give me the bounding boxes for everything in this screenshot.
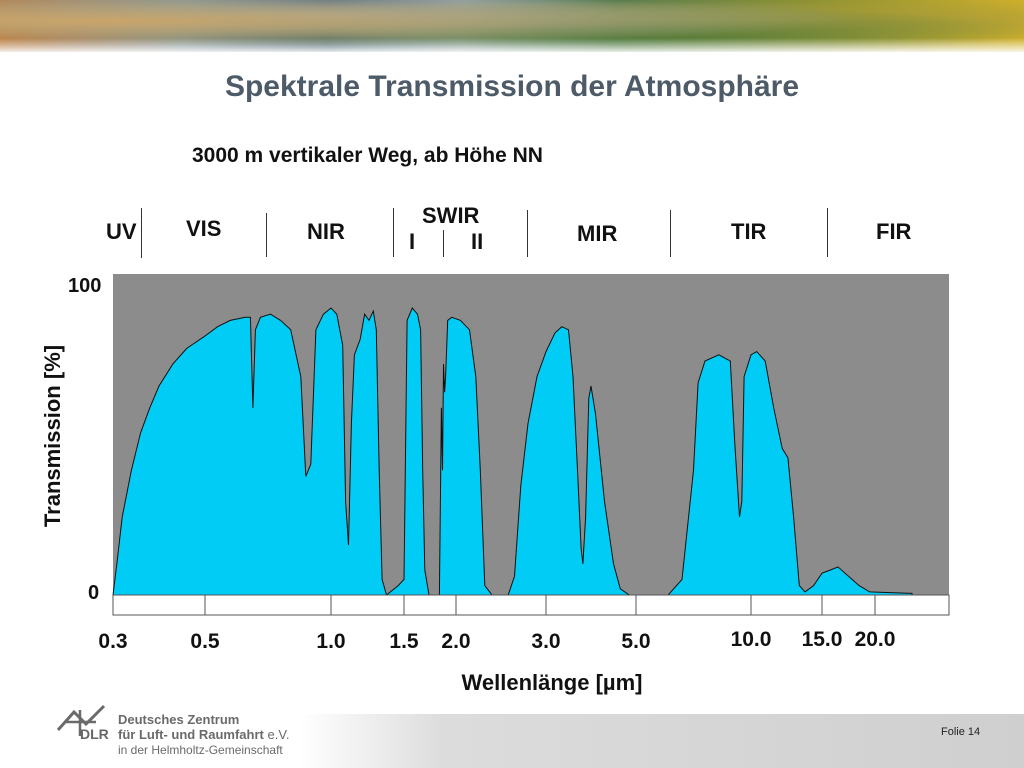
x-tick-lines [204, 595, 876, 615]
x-tick-label: 20.0 [854, 628, 896, 651]
slide-title: Spektrale Transmission der Atmosphäre [224, 70, 800, 103]
x-tick-label: 0.5 [190, 630, 220, 653]
x-tick-label: 2.0 [441, 630, 471, 653]
band-separator [266, 213, 267, 257]
band-label-swir-i: I [409, 229, 416, 254]
x-tick-label: 3.0 [531, 630, 561, 653]
org-name-line1: Deutsches Zentrum [118, 712, 240, 727]
x-tick-label: 10.0 [730, 628, 772, 651]
footer-bar [300, 714, 1024, 768]
org-name-line2: für Luft- und Raumfahrt e.V. [118, 727, 289, 742]
x-tick-label: 5.0 [621, 630, 651, 653]
band-label-nir: NIR [307, 219, 345, 244]
band-separator [670, 210, 671, 257]
band-label-tir: TIR [731, 219, 767, 244]
y-tick-label-0: 0 [88, 582, 100, 604]
dlr-logo-word: DLR [80, 726, 109, 742]
y-axis-label: Transmission [%] [40, 344, 65, 528]
band-label-swir-ii: II [471, 229, 484, 254]
dlr-logo-icon [56, 704, 106, 736]
band-label-uv: UV [106, 219, 137, 244]
band-label-swir: SWIR [422, 203, 480, 228]
transmission-area [112, 307, 913, 596]
band-label-vis: VIS [186, 216, 222, 241]
band-label-mir: MIR [577, 221, 618, 246]
band-separator [527, 210, 528, 257]
header-banner-fade [0, 38, 1024, 54]
org-name-line3: in der Helmholtz-Gemeinschaft [118, 743, 283, 757]
org-name-line2-text: für Luft- und Raumfahrt [118, 727, 264, 742]
x-axis-band [112, 594, 950, 616]
y-tick-label-100: 100 [68, 275, 102, 297]
band-separator [827, 208, 828, 257]
x-tick-label: 0.3 [98, 630, 128, 653]
x-tick-label: 1.0 [316, 630, 346, 653]
band-separator [393, 208, 394, 257]
band-label-fir: FIR [876, 219, 912, 244]
x-tick-label: 15.0 [801, 628, 843, 651]
x-tick-label: 1.5 [389, 630, 419, 653]
slide-number: Folie 14 [941, 726, 981, 738]
chart-subtitle: 3000 m vertikaler Weg, ab Höhe NN [192, 144, 543, 167]
x-axis-label: Wellenlänge [µm] [461, 670, 643, 695]
band-separator [141, 208, 142, 258]
band-separator [443, 230, 444, 257]
org-suffix: e.V. [267, 727, 290, 742]
